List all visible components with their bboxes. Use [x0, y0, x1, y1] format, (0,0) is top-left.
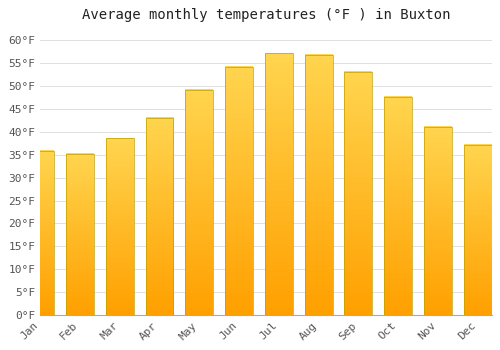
Bar [304, 55, 332, 315]
Bar [304, 55, 332, 315]
Bar [66, 154, 94, 315]
Bar [146, 118, 174, 315]
Bar [344, 72, 372, 315]
Bar [265, 54, 293, 315]
Bar [225, 67, 253, 315]
Bar [424, 127, 452, 315]
Bar [464, 145, 491, 315]
Bar [384, 97, 412, 315]
Bar [344, 72, 372, 315]
Bar [66, 154, 94, 315]
Bar [106, 139, 134, 315]
Bar [225, 67, 253, 315]
Bar [146, 118, 174, 315]
Bar [26, 151, 54, 315]
Bar [424, 127, 452, 315]
Bar [265, 54, 293, 315]
Bar [26, 151, 54, 315]
Bar [186, 90, 213, 315]
Bar [186, 90, 213, 315]
Bar [384, 97, 412, 315]
Bar [106, 139, 134, 315]
Title: Average monthly temperatures (°F ) in Buxton: Average monthly temperatures (°F ) in Bu… [82, 8, 450, 22]
Bar [464, 145, 491, 315]
